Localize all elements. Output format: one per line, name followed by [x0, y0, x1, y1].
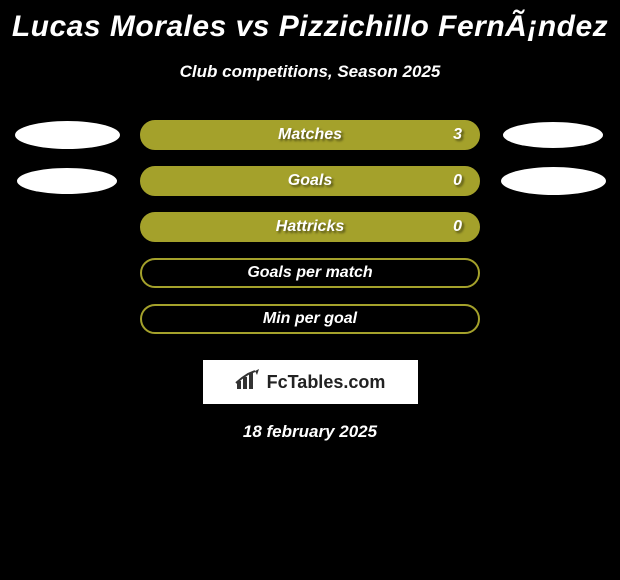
player-ellipse-icon — [17, 168, 117, 194]
stat-row: Hattricks 0 — [0, 204, 620, 250]
stat-label: Matches — [278, 126, 342, 144]
stat-right-value: 0 — [450, 172, 462, 190]
left-ellipse-box — [12, 121, 122, 149]
date: 18 february 2025 — [0, 422, 620, 442]
right-ellipse-box — [498, 122, 608, 148]
right-ellipse-box — [498, 167, 608, 195]
stat-label: Goals — [288, 172, 332, 190]
stat-label: Goals per match — [247, 264, 372, 282]
page-title: Lucas Morales vs Pizzichillo FernÃ¡ndez — [0, 0, 620, 44]
subtitle: Club competitions, Season 2025 — [0, 62, 620, 82]
stat-label: Min per goal — [263, 310, 357, 328]
left-ellipse-box — [12, 168, 122, 194]
stat-right-value: 3 — [450, 126, 462, 144]
stat-row: Matches 3 — [0, 112, 620, 158]
stat-bar: Hattricks 0 — [140, 212, 480, 242]
stat-bar: Goals 0 — [140, 166, 480, 196]
stat-bar: Goals per match — [140, 258, 480, 288]
stat-label: Hattricks — [276, 218, 344, 236]
stat-bar: Min per goal — [140, 304, 480, 334]
stats-area: Matches 3 Goals 0 Hattricks 0 Goals per match M… — [0, 112, 620, 342]
stat-bar: Matches 3 — [140, 120, 480, 150]
stat-row: Min per goal — [0, 296, 620, 342]
logo-text: FcTables.com — [267, 372, 386, 393]
player-ellipse-icon — [501, 167, 606, 195]
player-ellipse-icon — [15, 121, 120, 149]
stat-row: Goals 0 — [0, 158, 620, 204]
logo-box: FcTables.com — [203, 360, 418, 404]
stat-row: Goals per match — [0, 250, 620, 296]
logo-chart-icon — [235, 369, 261, 396]
stat-right-value: 0 — [450, 218, 462, 236]
player-ellipse-icon — [503, 122, 603, 148]
